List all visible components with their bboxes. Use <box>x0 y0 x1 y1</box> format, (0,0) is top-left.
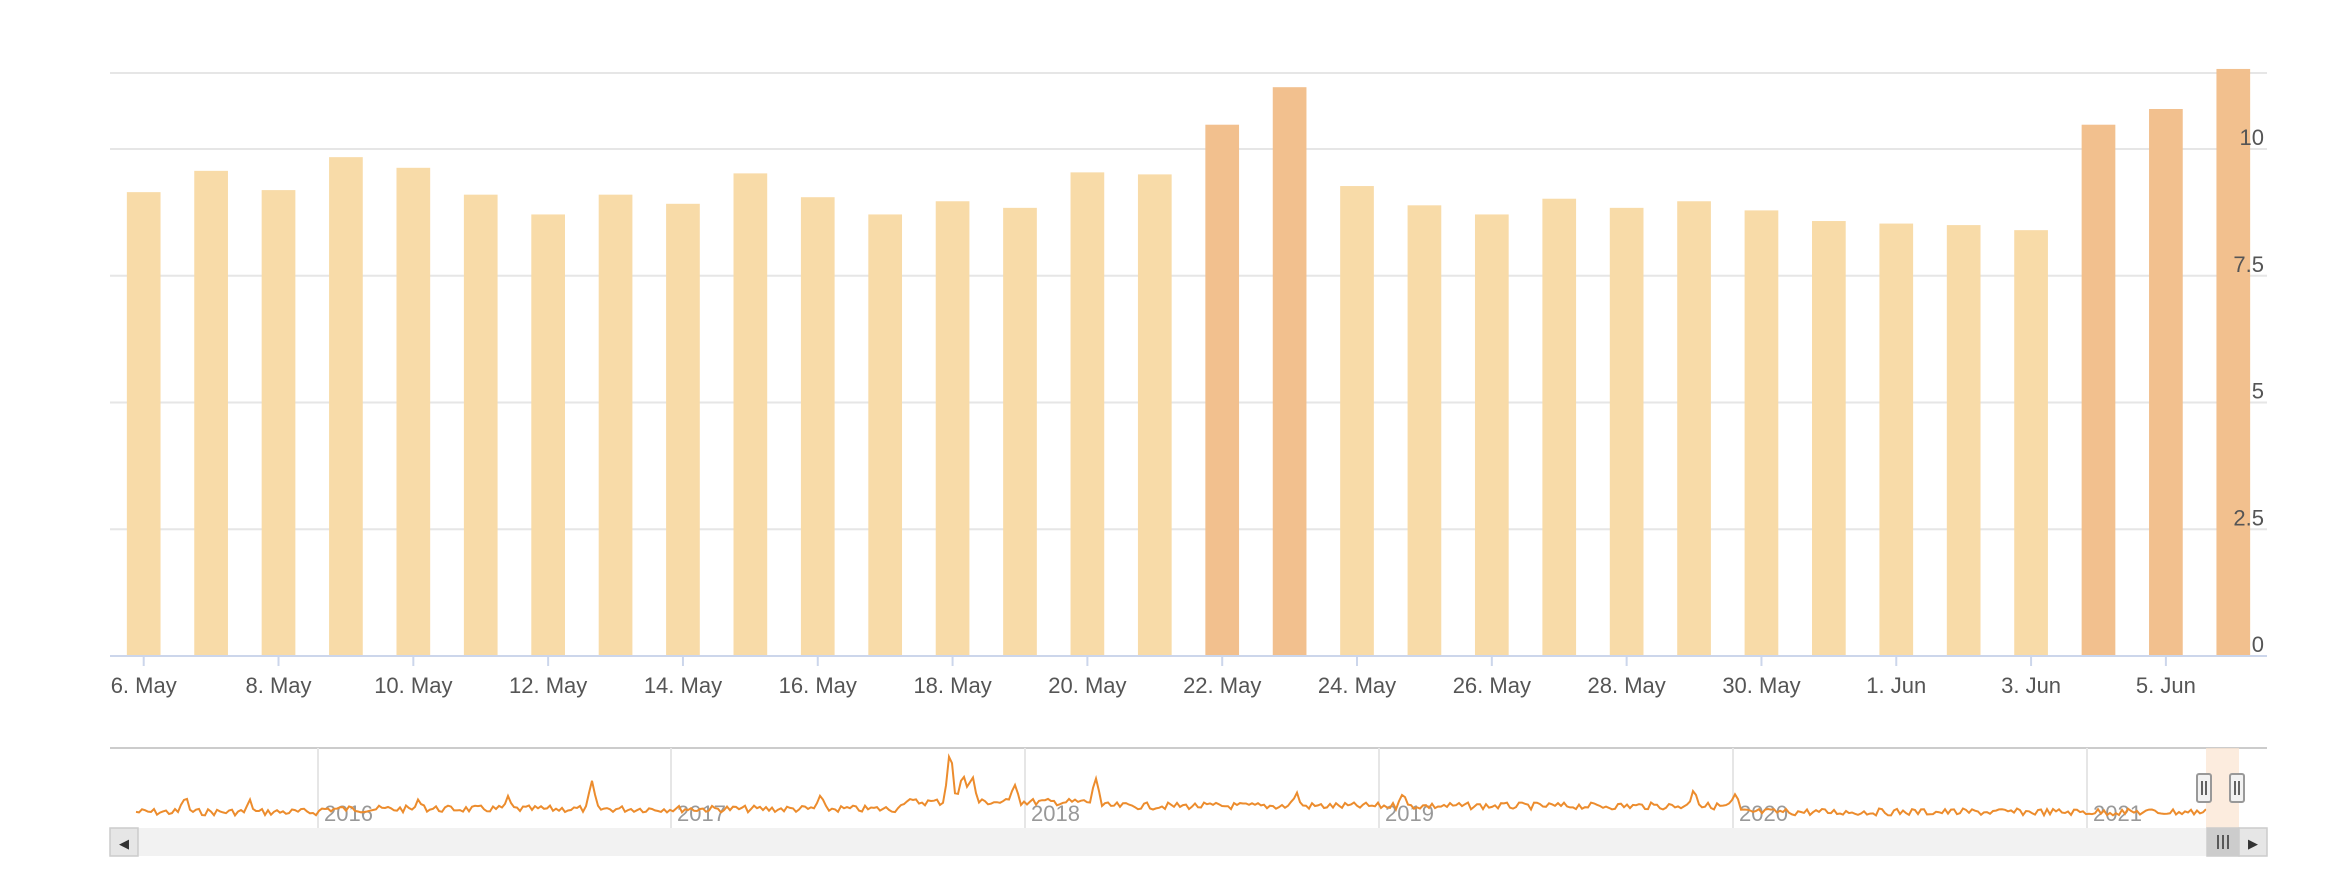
navigator[interactable]: 2016 2017 2018 2019 2020 2021 <box>110 747 2267 828</box>
y-tick-label: 0 <box>2252 632 2264 657</box>
x-tick-label: 8. May <box>246 673 312 698</box>
navigator-year-label: 2016 <box>324 801 373 826</box>
navigator-year-label: 2017 <box>677 801 726 826</box>
navigator-year-label: 2018 <box>1031 801 1080 826</box>
bar-2021-05-14[interactable] <box>666 203 700 656</box>
x-tick-label: 5. Jun <box>2136 673 2196 698</box>
bar-2021-05-11[interactable] <box>463 194 498 657</box>
bar-2021-05-27[interactable] <box>1542 198 1577 656</box>
x-tick-label: 16. May <box>779 673 857 698</box>
bar-2021-05-31[interactable] <box>1812 221 1846 656</box>
x-tick-label: 26. May <box>1453 673 1531 698</box>
x-tick-label: 14. May <box>644 673 722 698</box>
navigator-left-handle[interactable] <box>2196 773 2212 803</box>
bar-2021-05-29[interactable] <box>1677 201 1711 656</box>
navigator-year-label: 2020 <box>1739 801 1788 826</box>
bar-2021-06-04[interactable] <box>2081 124 2116 656</box>
y-axis: 0 2.5 5 7.5 10 <box>2233 125 2264 657</box>
bar-2021-05-13[interactable] <box>598 194 633 657</box>
bar-2021-05-19[interactable] <box>1003 207 1037 656</box>
x-tick-label: 28. May <box>1588 673 1666 698</box>
bar-2021-05-08[interactable] <box>261 190 296 656</box>
bar-2021-05-17[interactable] <box>868 214 903 657</box>
x-tick-label: 1. Jun <box>1866 673 1926 698</box>
x-tick-label: 12. May <box>509 673 587 698</box>
bar-2021-05-21[interactable] <box>1137 174 1172 657</box>
navigator-right-handle[interactable] <box>2229 773 2245 803</box>
scrollbar[interactable]: ◀ ▶ <box>109 827 2268 857</box>
x-tick-label: 24. May <box>1318 673 1396 698</box>
bar-2021-05-30[interactable] <box>1744 210 1779 656</box>
bar-2021-05-20[interactable] <box>1070 172 1105 657</box>
x-tick-label: 18. May <box>913 673 991 698</box>
bar-2021-06-03[interactable] <box>2014 230 2048 656</box>
x-tick-label: 3. Jun <box>2001 673 2061 698</box>
bar-2021-05-10[interactable] <box>396 167 431 656</box>
bar-series <box>126 68 2251 657</box>
x-tick-label: 22. May <box>1183 673 1261 698</box>
bar-2021-05-24[interactable] <box>1340 186 1374 656</box>
scrollbar-thumb[interactable] <box>2206 827 2240 857</box>
y-tick-label: 2.5 <box>2233 505 2264 530</box>
scrollbar-left-button[interactable]: ◀ <box>109 827 139 857</box>
bar-2021-05-15[interactable] <box>733 173 768 657</box>
x-axis: 6. May 8. May 10. May 12. May 14. May 16. May… <box>110 655 2267 698</box>
y-tick-label: 10 <box>2240 125 2264 150</box>
x-tick-label: 10. May <box>374 673 452 698</box>
grid-lines <box>110 72 2267 531</box>
bar-2021-05-07[interactable] <box>194 170 228 657</box>
bar-2021-06-05[interactable] <box>2149 108 2183 657</box>
bar-2021-05-09[interactable] <box>329 157 363 656</box>
scrollbar-track[interactable] <box>110 828 2267 856</box>
bar-2021-05-12[interactable] <box>531 214 565 657</box>
x-tick-label: 30. May <box>1722 673 1800 698</box>
bar-2021-05-22[interactable] <box>1205 124 1240 656</box>
navigator-background <box>110 748 2267 828</box>
bar-2021-06-01[interactable] <box>1879 223 1914 656</box>
bar-2021-05-18[interactable] <box>935 201 970 656</box>
x-tick-label: 6. May <box>111 673 177 698</box>
bar-2021-05-16[interactable] <box>800 197 835 656</box>
y-tick-label: 5 <box>2252 379 2264 404</box>
bar-2021-05-25[interactable] <box>1407 205 1442 656</box>
bar-2021-05-26[interactable] <box>1474 214 1509 657</box>
bar-2021-06-06[interactable] <box>2216 68 2251 657</box>
y-tick-label: 7.5 <box>2233 252 2264 277</box>
bar-2021-06-02[interactable] <box>1946 225 1981 656</box>
bar-2021-05-23[interactable] <box>1272 87 1307 657</box>
bar-2021-05-28[interactable] <box>1609 207 1644 656</box>
scrollbar-right-button[interactable]: ▶ <box>2238 827 2268 857</box>
scroll-left-icon: ◀ <box>119 836 129 851</box>
bar-2021-05-06[interactable] <box>126 192 161 657</box>
x-tick-label: 20. May <box>1048 673 1126 698</box>
scroll-right-icon: ▶ <box>2248 836 2258 851</box>
navigator-series-line <box>135 753 2207 818</box>
